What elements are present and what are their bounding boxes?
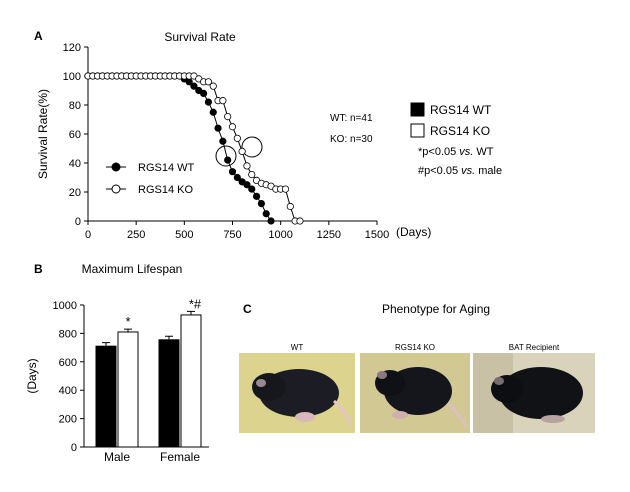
panel-label-b: B (34, 262, 43, 276)
ko-survival-point (209, 82, 217, 90)
lifespan-category-label: Female (160, 450, 200, 464)
main-legend-wt-label: RGS14 WT (430, 103, 492, 117)
lifespan-category-label: Male (104, 450, 130, 464)
ko-survival-point (238, 147, 246, 155)
legend-wt-marker (111, 162, 121, 172)
significance-mark: *# (189, 296, 202, 311)
wt-survival-point (209, 108, 217, 116)
ko-survival-point (204, 78, 213, 86)
lifespan-y-tick-label: 800 (59, 328, 77, 340)
wt-survival-point (262, 210, 270, 218)
main-legend: RGS14 WT RGS14 KO *p<0.05 vs. WT #p<0.05… (410, 102, 502, 177)
wt-survival-point (190, 82, 198, 90)
ko-survival-point (286, 202, 294, 211)
ko-lifespan-bar (180, 314, 202, 448)
survival-x-tick-label: 750 (223, 229, 241, 241)
ko-survival-point (233, 134, 241, 142)
wt-lifespan-bar (95, 345, 117, 448)
wt-survival-point (248, 185, 256, 193)
significance-mark: * (125, 314, 130, 329)
survival-y-label: Survival Rate(%) (36, 89, 50, 179)
wt-survival-point (228, 168, 237, 176)
survival-y-tick-label: 60 (69, 129, 81, 141)
main-legend-wt-swatch (410, 102, 425, 117)
ko-n-annotation: KO: n=30 (330, 134, 373, 145)
legend-ko-marker (111, 184, 121, 194)
ko-survival-point (248, 171, 256, 179)
wt-survival-point (214, 124, 222, 132)
survival-title: Survival Rate (164, 30, 236, 44)
survival-y-tick-label: 80 (69, 100, 81, 112)
wt-survival-point (267, 217, 275, 225)
legend-wt-label: RGS14 WT (138, 162, 195, 174)
survival-x-tick-label: 0 (85, 229, 91, 241)
lifespan-chart: Maximum Lifespan (Days) 0 200 400 600 800 100… (25, 262, 209, 464)
bat-photo-label: BAT Recipient (508, 343, 560, 352)
survival-y-tick-label: 0 (75, 216, 81, 228)
panel-label-c: C (243, 302, 252, 316)
ko-mouse-photo (360, 353, 470, 433)
panel-label-a: A (34, 29, 43, 43)
lifespan-y-tick-label: 400 (59, 385, 77, 397)
survival-chart: Survival Rate Survival Rate(%) (Days) WT… (36, 30, 431, 241)
ko-survival-point (224, 113, 232, 121)
survival-y-tick-label: 120 (63, 42, 81, 54)
ko-median-circle (241, 136, 263, 158)
ko-survival-point (243, 162, 251, 170)
ko-lifespan-bar (117, 331, 139, 448)
wt-n-annotation: WT: n=41 (330, 113, 373, 124)
lifespan-y-label: (Days) (25, 358, 39, 393)
ko-survival-point (296, 217, 304, 225)
ko-survival-point (219, 97, 227, 105)
survival-x-label: (Days) (396, 225, 431, 239)
wt-mouse-photo (239, 353, 355, 433)
phenotype-title: Phenotype for Aging (382, 302, 490, 316)
survival-x-tick-label: 1500 (365, 229, 389, 241)
wt-survival-point (224, 156, 232, 164)
survival-y-tick-label: 40 (69, 158, 81, 170)
wt-survival-point (219, 137, 227, 145)
main-legend-ko-swatch (410, 123, 425, 138)
wt-survival-point (233, 173, 241, 182)
note-vs-wt: *p<0.05 vs. WT (418, 146, 494, 158)
wt-survival-point (243, 181, 251, 189)
survival-legend: RGS14 WT RGS14 KO (106, 162, 195, 196)
survival-x-tick-label: 1000 (268, 229, 292, 241)
wt-survival-point (252, 192, 261, 200)
ko-survival-line (88, 75, 300, 222)
wt-survival-point (204, 98, 213, 106)
ko-mouse-image (360, 353, 470, 433)
legend-ko-label: RGS14 KO (138, 184, 193, 196)
survival-y-tick-label: 20 (69, 187, 81, 199)
wt-survival-point (257, 200, 265, 208)
main-legend-ko-label: RGS14 KO (430, 124, 490, 138)
wt-mouse-image (239, 353, 355, 433)
wt-photo-label: WT (290, 343, 304, 352)
lifespan-y-tick-label: 0 (71, 442, 77, 454)
wt-median-circle (215, 145, 237, 167)
note-vs-male: #p<0.05 vs. male (418, 165, 502, 177)
lifespan-y-tick-label: 600 (59, 357, 77, 369)
ko-survival-point (281, 185, 290, 193)
survival-x-tick-label: 1250 (317, 229, 341, 241)
ko-photo-label: RGS14 KO (394, 343, 435, 352)
lifespan-title: Maximum Lifespan (82, 262, 183, 276)
ko-survival-point (228, 123, 237, 131)
bat-recipient-mouse-photo (473, 353, 595, 433)
wt-lifespan-bar (158, 339, 180, 448)
survival-y-tick-label: 100 (63, 71, 81, 83)
lifespan-y-tick-label: 200 (59, 414, 77, 426)
survival-x-tick-label: 250 (127, 229, 145, 241)
bat-recipient-mouse-image (473, 353, 595, 433)
wt-survival-point (200, 89, 208, 98)
survival-x-tick-label: 500 (175, 229, 193, 241)
lifespan-y-tick-label: 1000 (53, 300, 77, 312)
